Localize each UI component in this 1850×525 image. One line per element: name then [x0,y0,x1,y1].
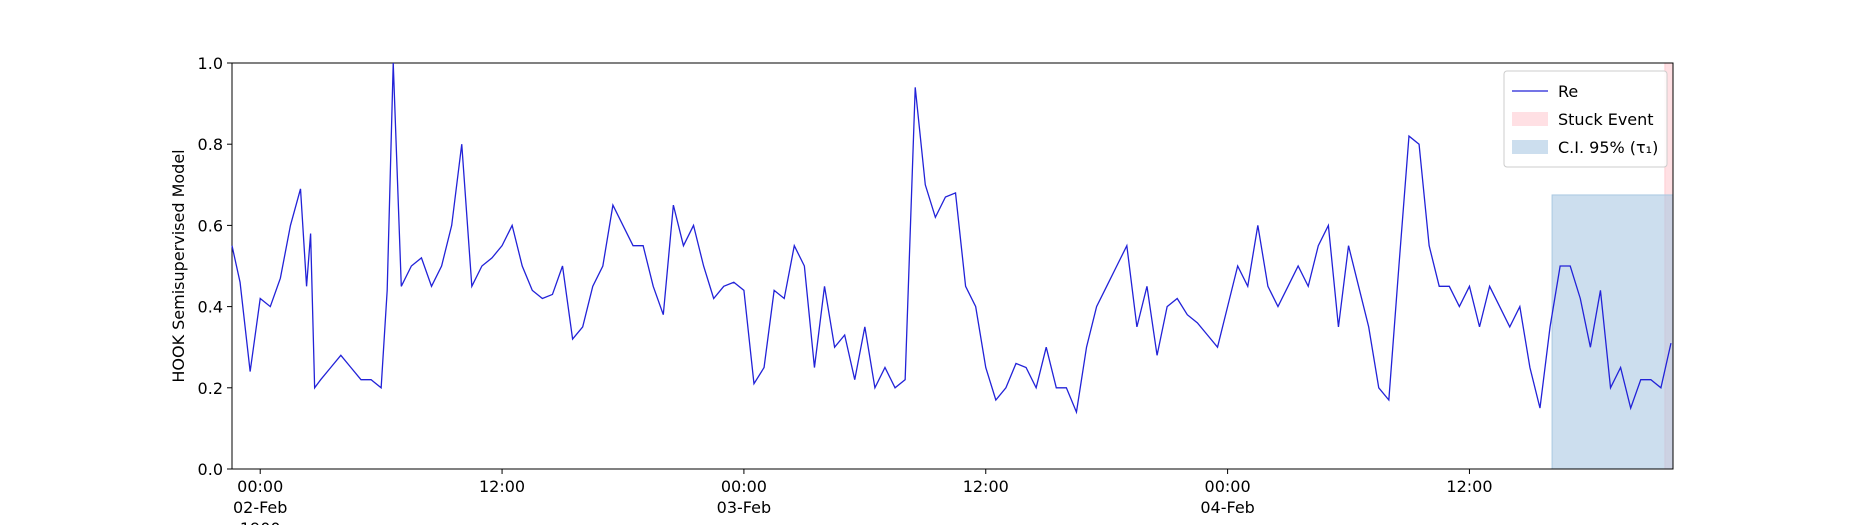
x-tick-label: 00:00 03-Feb [717,477,771,517]
legend-label: Re [1558,82,1578,101]
y-tick-label: 0.0 [198,460,223,479]
plot-frame [231,62,1674,470]
y-tick-label: 0.6 [198,216,223,235]
y-tick-label: 1.0 [198,54,223,73]
legend-label: Stuck Event [1558,110,1654,129]
y-tick-label: 0.8 [198,135,223,154]
legend-patch [1512,140,1548,154]
x-tick-label: 12:00 [479,477,525,496]
legend-label: C.I. 95% (τ₁) [1558,138,1658,157]
x-tick-label: 00:00 04-Feb [1200,477,1254,517]
legend-patch [1512,112,1548,126]
y-axis-label: HOOK Semisupervised Model [169,149,188,382]
y-tick-label: 0.2 [198,379,223,398]
line-series [231,62,1672,415]
x-tick-label: 12:00 [963,477,1009,496]
y-tick-label: 0.4 [198,298,223,317]
span [1551,194,1674,470]
x-tick-label: 12:00 [1446,477,1492,496]
